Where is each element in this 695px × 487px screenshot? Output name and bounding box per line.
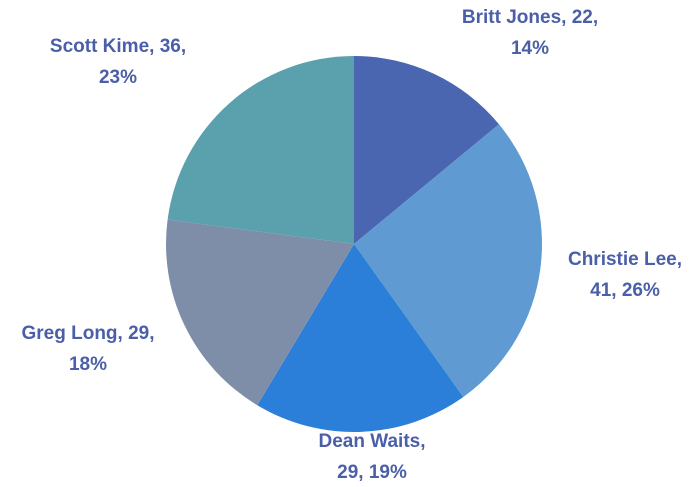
data-label-christie-lee: Christie Lee, 41, 26% xyxy=(568,249,682,301)
pie-slice-scott-kime xyxy=(167,56,354,244)
data-label-britt-jones: Britt Jones, 22, 14% xyxy=(462,7,598,59)
data-label-greg-long: Greg Long, 29, 18% xyxy=(21,323,154,375)
pie-slice-christie-lee xyxy=(354,124,542,397)
data-label-line: 41, 26% xyxy=(590,280,660,301)
pie-slices xyxy=(166,56,542,432)
data-labels: Britt Jones, 22, 14% Christie Lee, 41, 26% D… xyxy=(21,7,682,483)
data-label-line: 18% xyxy=(69,354,107,375)
pie-slice-greg-long xyxy=(166,219,354,406)
pie-slice-britt-jones xyxy=(354,56,499,244)
data-label-dean-waits: Dean Waits, 29, 19% xyxy=(319,431,426,483)
data-label-line: Christie Lee, xyxy=(568,249,682,270)
data-label-line: Greg Long, 29, xyxy=(21,323,154,344)
data-label-line: Britt Jones, 22, xyxy=(462,7,598,28)
data-label-line: 29, 19% xyxy=(337,462,407,483)
data-label-line: Dean Waits, xyxy=(319,431,426,452)
data-label-line: Scott Kime, 36, xyxy=(50,36,186,57)
pie-slice-dean-waits xyxy=(257,244,464,432)
data-label-line: 14% xyxy=(511,38,549,59)
data-label-scott-kime: Scott Kime, 36, 23% xyxy=(50,36,186,88)
data-label-line: 23% xyxy=(99,67,137,88)
